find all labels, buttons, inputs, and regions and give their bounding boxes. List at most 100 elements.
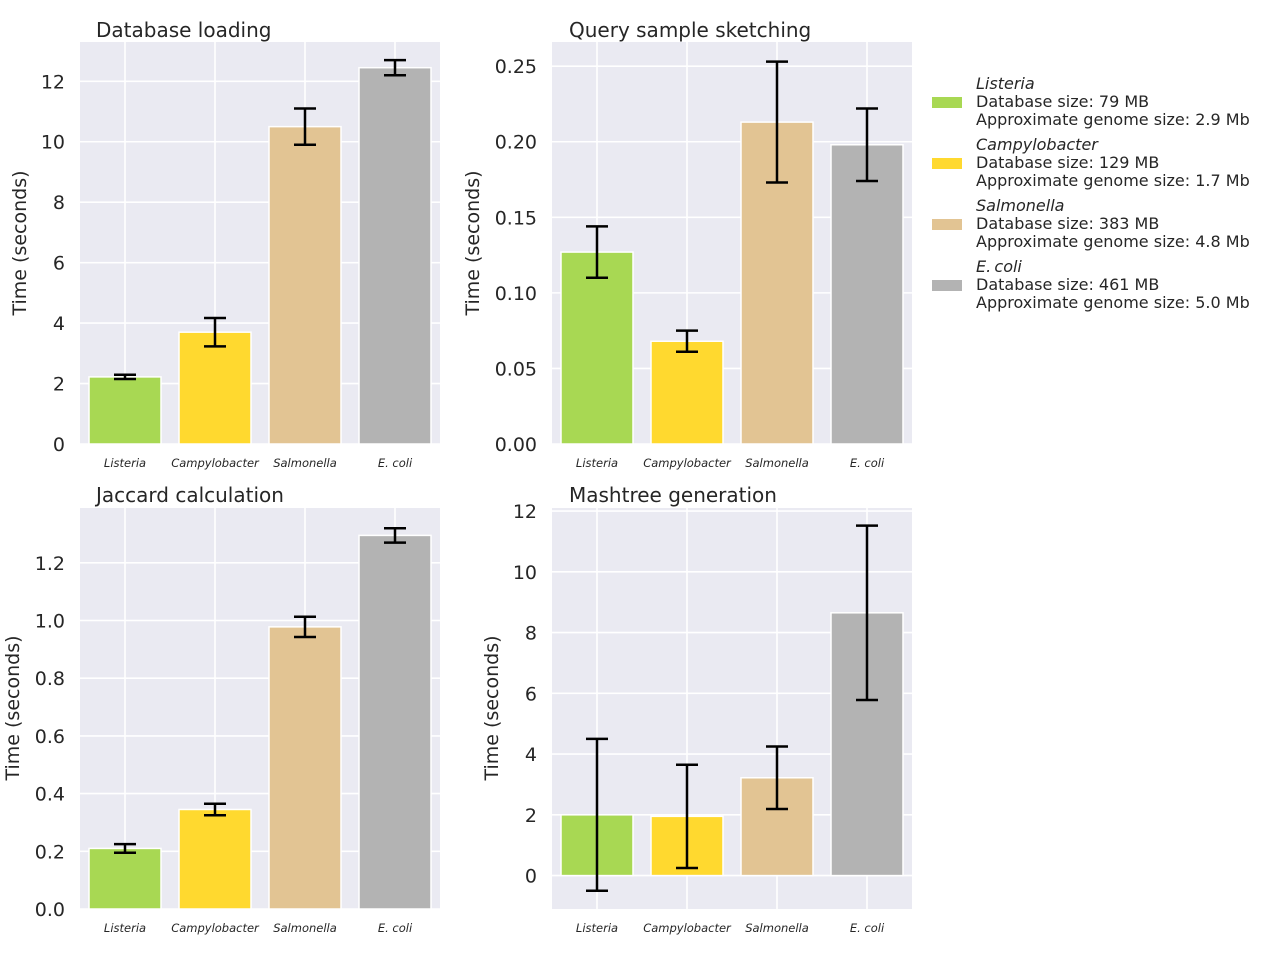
subplot-title: Database loading [96, 18, 271, 42]
subplot-title: Query sample sketching [569, 18, 811, 42]
bar-salmonella [268, 626, 342, 910]
error-bar [676, 329, 698, 354]
y-tick-label: 0.0 [35, 899, 65, 921]
x-tick-label: Salmonella [273, 921, 337, 935]
y-tick-label: 1.2 [35, 553, 65, 575]
legend-species: Salmonella [976, 196, 1064, 215]
subplot-1: 0.00 0.05 0.10 0.15 0.20 0.25 Listeria Campylob… [462, 18, 912, 470]
legend-swatch [932, 280, 962, 291]
x-tick-label: E. coli [850, 921, 885, 935]
y-tick-label: 0.8 [35, 668, 65, 690]
x-tick-label: Listeria [576, 456, 618, 470]
subplot-3: 0 2 4 6 8 10 12 Listeria Campylobacter Salmonella… [481, 483, 912, 935]
legend-genome-size: Approximate genome size: 2.9 Mb [976, 110, 1250, 129]
y-tick-label: 0 [53, 434, 65, 456]
error-bar [294, 615, 316, 639]
y-tick-label: 0.25 [495, 56, 537, 78]
y-tick-label: 0.2 [35, 841, 65, 863]
error-bar [114, 373, 136, 381]
bar-listeria [88, 376, 162, 445]
x-tick-label: Salmonella [273, 456, 337, 470]
x-tick-label: Campylobacter [643, 921, 732, 935]
y-tick-label: 2 [53, 374, 65, 396]
x-tick-label: E. coli [378, 456, 413, 470]
error-bar [766, 60, 788, 184]
x-tick-label: Listeria [104, 921, 146, 935]
bar-salmonella [268, 125, 342, 445]
error-bar [384, 526, 406, 544]
x-tick-label: Campylobacter [171, 921, 260, 935]
error-bar [856, 107, 878, 183]
x-tick-label: Campylobacter [171, 456, 260, 470]
bar-campylobacter [178, 808, 252, 910]
y-tick-label: 1.0 [35, 611, 65, 633]
error-bar [384, 58, 406, 77]
subplot-2: 0.0 0.2 0.4 0.6 0.8 1.0 1.2 Listeria Campylobact… [2, 483, 440, 935]
error-bar [586, 225, 608, 280]
y-tick-label: 4 [525, 744, 537, 766]
legend-swatch [932, 97, 962, 108]
y-tick-label: 12 [513, 501, 537, 523]
x-tick-label: E. coli [850, 456, 885, 470]
y-tick-label: 6 [525, 683, 537, 705]
legend-db-size: Database size: 461 MB [976, 275, 1159, 294]
y-tick-label: 0.00 [495, 434, 537, 456]
y-axis-label: Time (seconds) [2, 635, 24, 781]
y-tick-label: 0.20 [495, 132, 537, 154]
legend-db-size: Database size: 129 MB [976, 153, 1159, 172]
subplot-title: Jaccard calculation [94, 483, 284, 507]
error-bar [856, 524, 878, 702]
y-tick-label: 4 [53, 313, 65, 335]
legend-db-size: Database size: 79 MB [976, 92, 1149, 111]
y-tick-label: 10 [513, 562, 537, 584]
legend-swatch [932, 219, 962, 230]
legend-genome-size: Approximate genome size: 1.7 Mb [976, 171, 1250, 190]
error-bar [766, 745, 788, 811]
x-tick-label: Campylobacter [643, 456, 732, 470]
bar-campylobacter [650, 340, 724, 445]
y-tick-label: 8 [525, 623, 537, 645]
legend-species: E. coli [976, 257, 1022, 276]
y-axis-label: Time (seconds) [481, 635, 503, 781]
y-tick-label: 6 [53, 253, 65, 275]
y-tick-label: 12 [41, 71, 65, 93]
bar-campylobacter [178, 331, 252, 445]
legend-species: Campylobacter [976, 135, 1099, 154]
y-tick-label: 0.05 [495, 358, 537, 380]
legend-genome-size: Approximate genome size: 5.0 Mb [976, 293, 1250, 312]
error-bar [114, 842, 136, 854]
bar-listeria [88, 847, 162, 910]
subplot-title: Mashtree generation [569, 483, 777, 507]
y-tick-label: 0 [525, 866, 537, 888]
error-bar [586, 737, 608, 893]
x-tick-label: E. coli [378, 921, 413, 935]
y-axis-label: Time (seconds) [462, 170, 484, 316]
error-bar [676, 763, 698, 870]
error-bar [204, 802, 226, 817]
y-tick-label: 10 [41, 132, 65, 154]
y-tick-label: 0.15 [495, 207, 537, 229]
error-bar [204, 316, 226, 348]
bar-listeria [560, 251, 634, 445]
y-tick-label: 0.4 [35, 784, 65, 806]
bar-ecoli [830, 144, 904, 445]
y-tick-label: 2 [525, 805, 537, 827]
legend-species: Listeria [976, 74, 1035, 93]
x-tick-label: Salmonella [745, 456, 809, 470]
x-tick-label: Listeria [104, 456, 146, 470]
legend-genome-size: Approximate genome size: 4.8 Mb [976, 232, 1250, 251]
y-tick-label: 0.6 [35, 726, 65, 748]
bar-ecoli [358, 534, 432, 910]
error-bar [294, 107, 316, 147]
y-axis-label: Time (seconds) [9, 170, 31, 316]
x-tick-label: Salmonella [745, 921, 809, 935]
bar-ecoli [358, 66, 432, 445]
legend-db-size: Database size: 383 MB [976, 214, 1159, 233]
legend-swatch [932, 158, 962, 169]
